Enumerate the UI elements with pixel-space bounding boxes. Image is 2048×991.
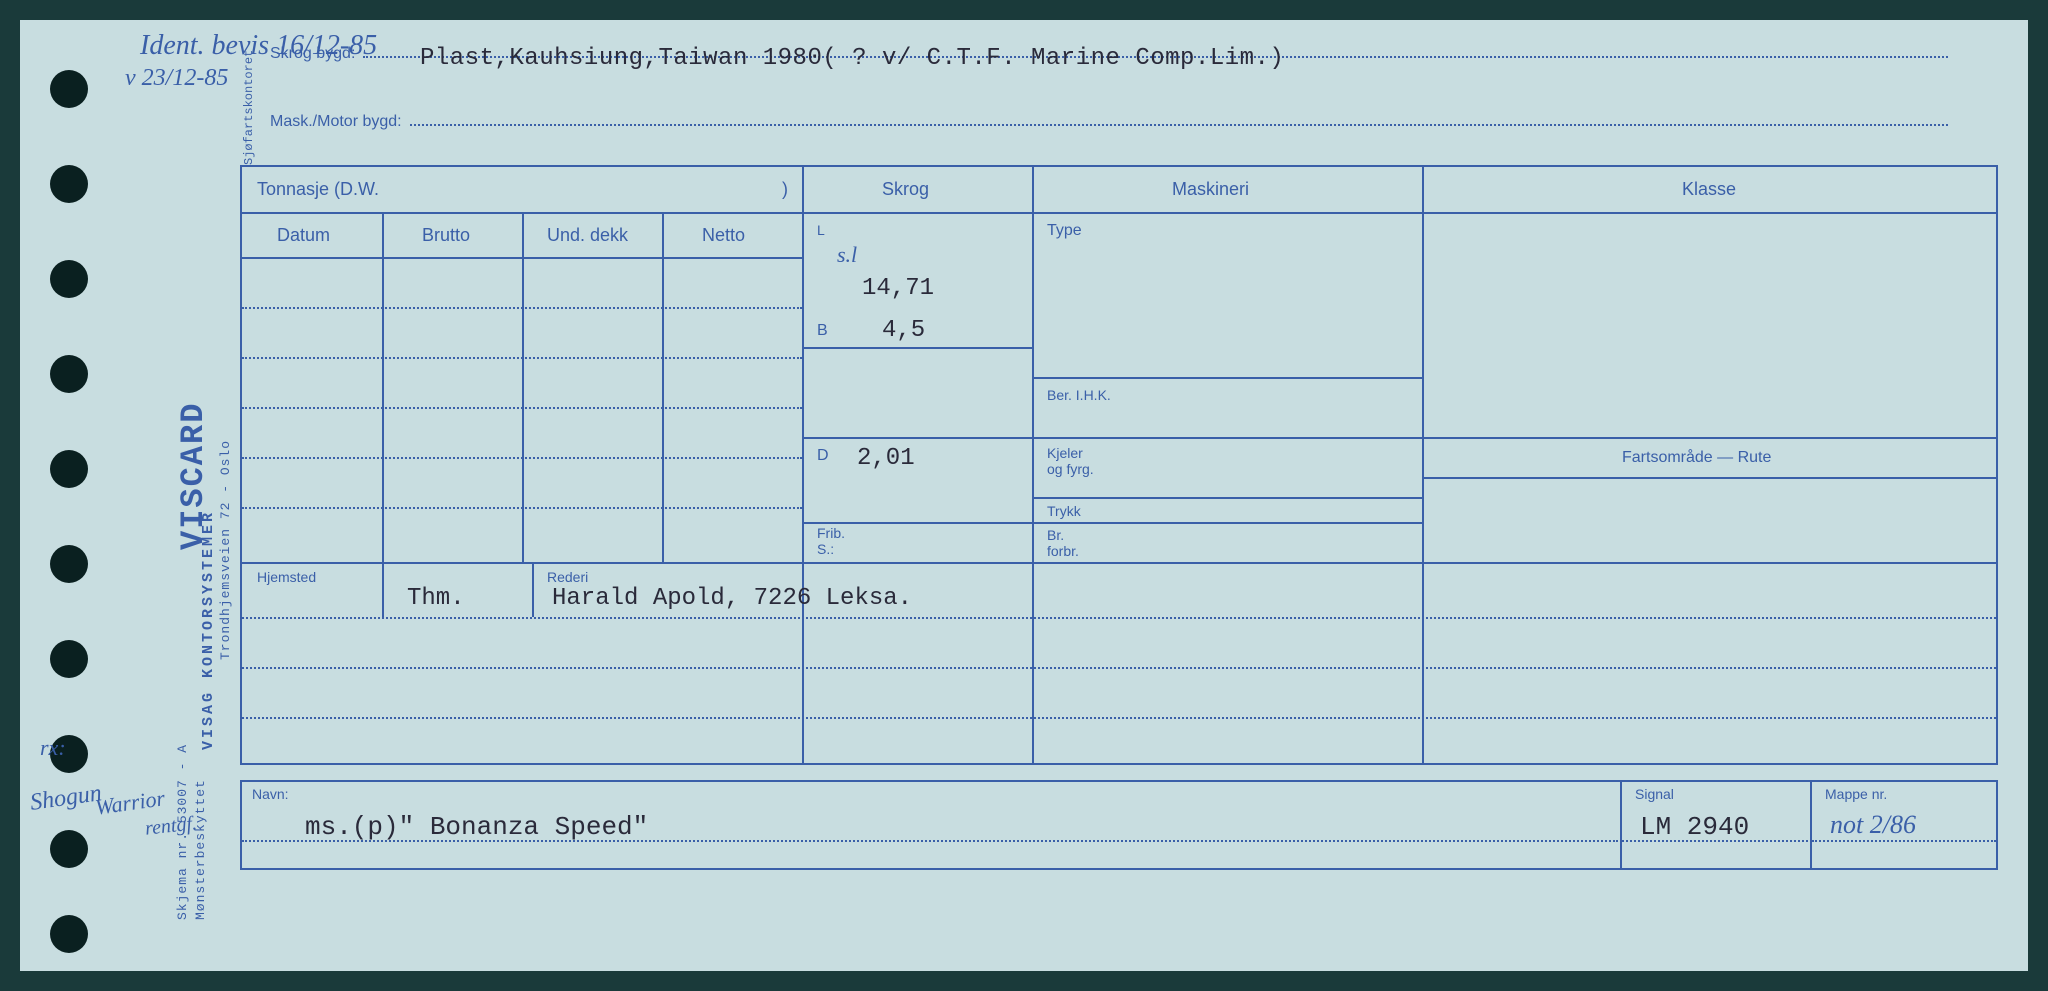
punch-holes [20,20,110,971]
mappe-label: Mappe nr. [1825,786,1887,802]
hjemsted-value: Thm. [407,585,465,612]
datum-label: Datum [277,225,330,246]
vline [1620,780,1622,870]
trykk-label: Trykk [1047,503,1081,519]
skrog-label: Skrog [882,179,929,200]
signal-label: Signal [1635,786,1674,802]
vline [1996,780,1998,870]
top-rows: Skrog bygd: Plast,Kauhsiung,Taiwan 1980(… [240,45,1998,165]
vline [532,562,534,617]
ogfyrg-label: og fyrg. [1047,461,1094,477]
hline [242,212,802,214]
hline [1032,497,1422,499]
dline [242,407,802,409]
S-label: S.: [817,541,834,557]
monster-text: Mønsterbeskyttet [193,779,208,920]
hw-mappe: not 2/86 [1830,810,1916,840]
form-grid: Tonnasje (D.W. ) Skrog Maskineri Klasse … [240,165,1998,765]
D-value: 2,01 [857,445,915,472]
kontor-text: VISAG KONTORSYSTEMER [200,510,217,750]
skrog-bygd-value: Plast,Kauhsiung,Taiwan 1980( ? v/ C.T.F.… [420,45,1284,72]
dline [1812,840,1996,842]
mask-motor-label: Mask./Motor bygd: [270,113,402,131]
dline [242,507,802,509]
B-value: 4,5 [882,317,925,344]
punch-hole [50,640,88,678]
vline [1422,167,1424,763]
D-label: D [817,447,829,465]
dline [242,717,1996,719]
index-card: VISCARD VISAG KONTORSYSTEMER Trondhjemsv… [20,20,2028,971]
hline [242,257,802,259]
dline [242,307,802,309]
tonnasje-label: Tonnasje (D.W. [257,179,379,200]
punch-hole [50,545,88,583]
fartsomrade-label: Fartsområde — Rute [1622,449,1771,467]
vline [382,212,384,562]
addr-text: Trondhjemsveien 72 - Oslo [218,440,233,660]
vline [1032,167,1034,763]
punch-hole [50,830,88,868]
vline [802,167,804,763]
L-value: 14,71 [862,275,934,302]
dline [242,617,1996,619]
hline [240,868,1998,870]
dline [242,457,802,459]
punch-hole [50,355,88,393]
vline [662,212,664,562]
frib-label: Frib. [817,525,845,541]
signal-value: LM 2940 [1640,812,1749,842]
dline [242,667,1996,669]
hline [802,522,1032,524]
skrog-bygd-label: Skrog bygd: [270,45,355,63]
dline [242,357,802,359]
punch-hole [50,70,88,108]
netto-label: Netto [702,225,745,246]
L-label: L [817,222,825,238]
navn-label: Navn: [252,786,289,802]
unddekk-label: Und. dekk [547,225,628,246]
hw-date2: v 23/12-85 [125,65,228,92]
vline [1810,780,1812,870]
navn-value: ms.(p)" Bonanza Speed" [305,812,648,842]
hline [1422,437,1996,439]
hline [1032,522,1422,524]
punch-hole [50,915,88,953]
kjeler-label: Kjeler [1047,445,1083,461]
maskineri-label: Maskineri [1172,179,1249,200]
hline [242,562,1996,564]
hline [802,437,1032,439]
vline [240,780,242,870]
hjemsted-label: Hjemsted [257,569,316,585]
ber-ihk-label: Ber. I.H.K. [1047,387,1111,403]
hline [240,780,1998,782]
vline [382,562,384,617]
hline [802,347,1032,349]
B-label: B [817,322,828,340]
type-label: Type [1047,222,1082,240]
mask-motor-row: Mask./Motor bygd: [270,113,1998,163]
hline [1032,437,1422,439]
punch-hole [50,450,88,488]
klasse-label: Klasse [1682,179,1736,200]
hw-sl: s.l [837,242,857,268]
forbr-label: forbr. [1047,543,1079,559]
rederi-label: Rederi [547,569,588,585]
vline [522,212,524,562]
hline [1422,477,1996,479]
dotted-line [410,124,1948,126]
main-form: Ident. bevis 16/12-85 v 23/12-85 Skrog b… [240,45,1998,946]
punch-hole [50,165,88,203]
punch-hole [50,260,88,298]
hw-rx: rx: [40,735,66,761]
bottom-row: Navn: ms.(p)" Bonanza Speed" Signal LM 2… [240,780,1998,870]
hline [1032,377,1422,379]
brutto-label: Brutto [422,225,470,246]
hline [804,212,1996,214]
br-label: Br. [1047,527,1064,543]
rederi-value: Harald Apold, 7226 Leksa. [552,585,912,612]
skrog-bygd-row: Skrog bygd: Plast,Kauhsiung,Taiwan 1980(… [270,45,1998,95]
tonnasje-close: ) [782,179,788,200]
